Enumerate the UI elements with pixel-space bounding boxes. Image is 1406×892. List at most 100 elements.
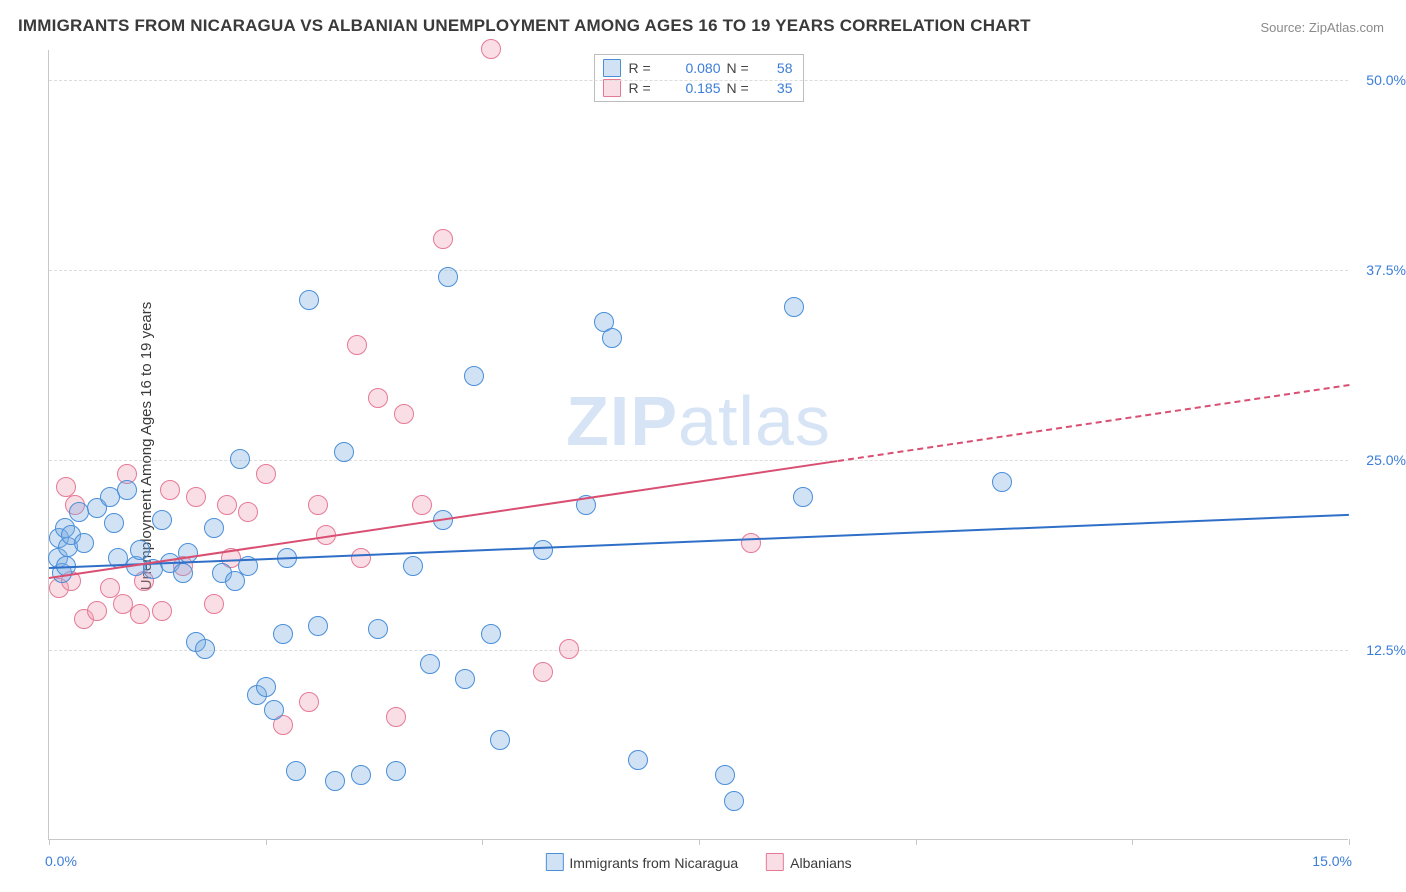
x-tick bbox=[916, 839, 917, 845]
scatter-point-albanians bbox=[347, 335, 367, 355]
watermark-light: atlas bbox=[678, 382, 831, 460]
scatter-point-albanians bbox=[559, 639, 579, 659]
scatter-point-nicaragua bbox=[481, 624, 501, 644]
x-tick bbox=[699, 839, 700, 845]
scatter-point-nicaragua bbox=[386, 761, 406, 781]
scatter-point-albanians bbox=[433, 229, 453, 249]
scatter-point-nicaragua bbox=[173, 563, 193, 583]
x-axis-min-label: 0.0% bbox=[45, 853, 77, 869]
chart-container: IMMIGRANTS FROM NICARAGUA VS ALBANIAN UN… bbox=[0, 0, 1406, 892]
scatter-point-nicaragua bbox=[420, 654, 440, 674]
scatter-point-nicaragua bbox=[325, 771, 345, 791]
scatter-point-nicaragua bbox=[130, 540, 150, 560]
legend-swatch-albanians bbox=[603, 79, 621, 97]
gridline bbox=[49, 80, 1348, 81]
scatter-point-nicaragua bbox=[724, 791, 744, 811]
scatter-point-albanians bbox=[204, 594, 224, 614]
watermark-bold: ZIP bbox=[566, 382, 678, 460]
legend-swatch-nicaragua bbox=[545, 853, 563, 871]
scatter-point-albanians bbox=[256, 464, 276, 484]
plot-area: ZIPatlas R = 0.080 N = 58 R = 0.185 N = … bbox=[48, 50, 1348, 840]
scatter-point-albanians bbox=[186, 487, 206, 507]
x-tick bbox=[49, 839, 50, 845]
scatter-point-nicaragua bbox=[628, 750, 648, 770]
scatter-point-nicaragua bbox=[793, 487, 813, 507]
correlation-legend: R = 0.080 N = 58 R = 0.185 N = 35 bbox=[594, 54, 804, 102]
scatter-point-albanians bbox=[299, 692, 319, 712]
legend-label-albanians: Albanians bbox=[790, 855, 852, 871]
legend-r-label: R = bbox=[629, 60, 657, 76]
chart-title: IMMIGRANTS FROM NICARAGUA VS ALBANIAN UN… bbox=[18, 16, 1031, 36]
scatter-point-nicaragua bbox=[104, 513, 124, 533]
scatter-point-nicaragua bbox=[299, 290, 319, 310]
legend-n-label: N = bbox=[727, 80, 757, 96]
x-axis-max-label: 15.0% bbox=[1312, 853, 1352, 869]
gridline bbox=[49, 270, 1348, 271]
scatter-point-nicaragua bbox=[264, 700, 284, 720]
y-tick-label: 12.5% bbox=[1354, 642, 1406, 658]
scatter-point-nicaragua bbox=[351, 765, 371, 785]
scatter-point-nicaragua bbox=[490, 730, 510, 750]
legend-swatch-albanians bbox=[766, 853, 784, 871]
gridline bbox=[49, 650, 1348, 651]
legend-label-nicaragua: Immigrants from Nicaragua bbox=[569, 855, 738, 871]
scatter-point-nicaragua bbox=[308, 616, 328, 636]
scatter-point-albanians bbox=[56, 477, 76, 497]
y-tick-label: 25.0% bbox=[1354, 452, 1406, 468]
scatter-point-nicaragua bbox=[273, 624, 293, 644]
x-tick bbox=[1132, 839, 1133, 845]
scatter-point-nicaragua bbox=[715, 765, 735, 785]
scatter-point-nicaragua bbox=[286, 761, 306, 781]
scatter-point-nicaragua bbox=[334, 442, 354, 462]
scatter-point-nicaragua bbox=[368, 619, 388, 639]
scatter-point-nicaragua bbox=[455, 669, 475, 689]
scatter-point-nicaragua bbox=[256, 677, 276, 697]
legend-n-value-albanians: 35 bbox=[763, 80, 793, 96]
scatter-point-nicaragua bbox=[438, 267, 458, 287]
scatter-point-albanians bbox=[217, 495, 237, 515]
scatter-point-albanians bbox=[308, 495, 328, 515]
legend-n-value-nicaragua: 58 bbox=[763, 60, 793, 76]
scatter-point-albanians bbox=[130, 604, 150, 624]
scatter-point-nicaragua bbox=[992, 472, 1012, 492]
scatter-point-albanians bbox=[412, 495, 432, 515]
scatter-point-nicaragua bbox=[152, 510, 172, 530]
scatter-point-nicaragua bbox=[533, 540, 553, 560]
scatter-point-albanians bbox=[160, 480, 180, 500]
scatter-point-albanians bbox=[386, 707, 406, 727]
scatter-point-albanians bbox=[368, 388, 388, 408]
scatter-point-nicaragua bbox=[204, 518, 224, 538]
scatter-point-albanians bbox=[238, 502, 258, 522]
legend-r-value-nicaragua: 0.080 bbox=[663, 60, 721, 76]
scatter-point-albanians bbox=[394, 404, 414, 424]
scatter-point-nicaragua bbox=[784, 297, 804, 317]
x-tick bbox=[266, 839, 267, 845]
y-tick-label: 37.5% bbox=[1354, 262, 1406, 278]
x-tick bbox=[1349, 839, 1350, 845]
legend-swatch-nicaragua bbox=[603, 59, 621, 77]
scatter-point-albanians bbox=[481, 39, 501, 59]
y-tick-label: 50.0% bbox=[1354, 72, 1406, 88]
legend-item-nicaragua: Immigrants from Nicaragua bbox=[545, 853, 738, 871]
legend-item-albanians: Albanians bbox=[766, 853, 852, 871]
series-legend: Immigrants from Nicaragua Albanians bbox=[545, 853, 851, 871]
trend-line-albanians-dash bbox=[838, 384, 1350, 462]
source-attribution: Source: ZipAtlas.com bbox=[1260, 20, 1384, 35]
legend-n-label: N = bbox=[727, 60, 757, 76]
scatter-point-nicaragua bbox=[602, 328, 622, 348]
legend-r-label: R = bbox=[629, 80, 657, 96]
scatter-point-albanians bbox=[351, 548, 371, 568]
x-tick bbox=[482, 839, 483, 845]
scatter-point-nicaragua bbox=[74, 533, 94, 553]
scatter-point-albanians bbox=[152, 601, 172, 621]
scatter-point-albanians bbox=[87, 601, 107, 621]
watermark: ZIPatlas bbox=[566, 381, 831, 461]
scatter-point-albanians bbox=[741, 533, 761, 553]
scatter-point-nicaragua bbox=[195, 639, 215, 659]
scatter-point-nicaragua bbox=[464, 366, 484, 386]
scatter-point-nicaragua bbox=[230, 449, 250, 469]
scatter-point-albanians bbox=[533, 662, 553, 682]
legend-r-value-albanians: 0.185 bbox=[663, 80, 721, 96]
scatter-point-nicaragua bbox=[403, 556, 423, 576]
scatter-point-nicaragua bbox=[117, 480, 137, 500]
